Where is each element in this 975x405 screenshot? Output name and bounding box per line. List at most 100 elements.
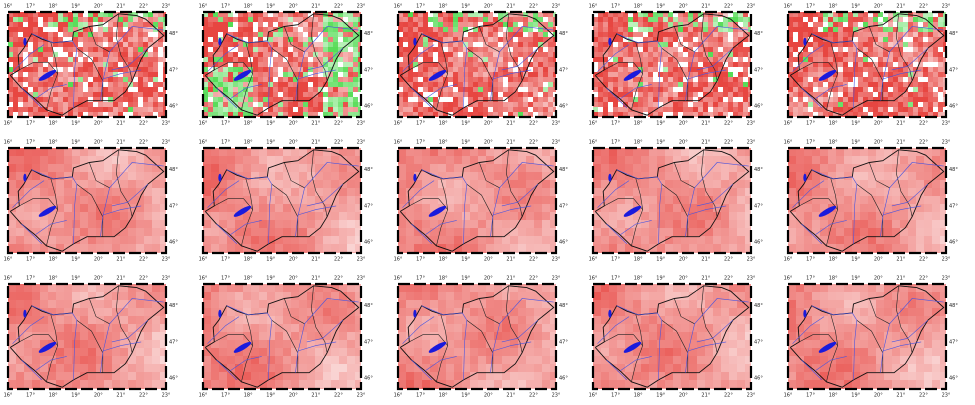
data-cell (483, 97, 488, 102)
data-cell (908, 77, 913, 82)
data-cell (438, 188, 446, 196)
data-cell (318, 42, 323, 47)
data-cell (658, 87, 663, 92)
data-cell (53, 102, 58, 107)
data-cell (23, 12, 28, 17)
data-cell (748, 32, 751, 37)
data-cell (113, 102, 118, 107)
data-cell (423, 62, 428, 67)
data-cell (892, 164, 900, 172)
data-cell (703, 97, 708, 102)
data-cell (813, 107, 818, 112)
data-cell (458, 27, 463, 32)
data-cell (668, 37, 673, 42)
data-cell (721, 220, 729, 228)
x-label-bottom: 22° (919, 121, 928, 127)
data-cell (858, 52, 863, 57)
data-cell (158, 22, 163, 27)
data-cell (138, 92, 143, 97)
x-label-bottom: 16° (394, 257, 403, 263)
data-cell (48, 164, 56, 172)
data-cell (503, 37, 508, 42)
data-cell (788, 47, 793, 52)
data-cell (868, 107, 873, 112)
data-cell (263, 72, 268, 77)
data-cell (473, 62, 478, 67)
data-cell (608, 77, 613, 82)
data-cell (918, 22, 923, 27)
data-cell (598, 92, 603, 97)
data-cell (553, 102, 556, 107)
data-cell (508, 112, 513, 117)
data-cell (681, 212, 689, 220)
data-cell (470, 156, 478, 164)
data-cell (118, 12, 123, 17)
data-cell (649, 172, 657, 180)
data-cell (152, 204, 160, 212)
data-cell (463, 107, 468, 112)
data-cell (18, 27, 23, 32)
data-cell (423, 27, 428, 32)
data-cell (108, 107, 113, 112)
data-cell (618, 37, 623, 42)
data-cell (307, 172, 315, 180)
data-cell (534, 188, 542, 196)
data-cell (470, 244, 478, 252)
data-cell (788, 204, 796, 212)
data-cell (80, 148, 88, 156)
data-cell (898, 17, 903, 22)
data-cell (900, 172, 908, 180)
data-cell (323, 12, 328, 17)
data-cell (713, 52, 718, 57)
data-cell (398, 17, 403, 22)
data-cell (446, 180, 454, 188)
data-cell (523, 17, 528, 22)
data-cell (103, 32, 108, 37)
x-label-top: 19° (266, 140, 275, 146)
data-cell (510, 196, 518, 204)
data-cell (488, 32, 493, 37)
data-cell (24, 204, 32, 212)
data-cell (428, 107, 433, 112)
data-cell (223, 62, 228, 67)
data-cell (58, 107, 63, 112)
data-cell (56, 164, 64, 172)
y-label: 46° (754, 104, 763, 110)
data-cell (473, 107, 478, 112)
data-cell (938, 82, 943, 87)
data-cell (738, 32, 743, 37)
data-cell (259, 212, 267, 220)
data-cell (96, 188, 104, 196)
data-cell (658, 22, 663, 27)
data-cell (243, 52, 248, 57)
data-cell (120, 236, 128, 244)
data-cell (498, 102, 503, 107)
data-cell (227, 196, 235, 204)
data-cell (598, 22, 603, 27)
data-cell (63, 107, 68, 112)
data-cell (523, 72, 528, 77)
data-cell (483, 47, 488, 52)
data-cell (33, 37, 38, 42)
data-cell (523, 37, 528, 42)
data-cell (713, 12, 718, 17)
data-cell (293, 22, 298, 27)
data-cell (888, 37, 893, 42)
data-cell (938, 102, 943, 107)
data-cell (28, 82, 33, 87)
data-cell (28, 87, 33, 92)
data-cell (943, 12, 946, 17)
data-cell (813, 82, 818, 87)
data-cell (303, 62, 308, 67)
data-cell (748, 77, 751, 82)
data-cell (518, 47, 523, 52)
data-cell (820, 148, 828, 156)
data-cell (208, 37, 213, 42)
data-cell (748, 62, 751, 67)
data-cell (528, 22, 533, 27)
data-cell (428, 47, 433, 52)
data-cell (303, 32, 308, 37)
data-cell (144, 156, 152, 164)
data-cell (708, 52, 713, 57)
data-cell (933, 77, 938, 82)
